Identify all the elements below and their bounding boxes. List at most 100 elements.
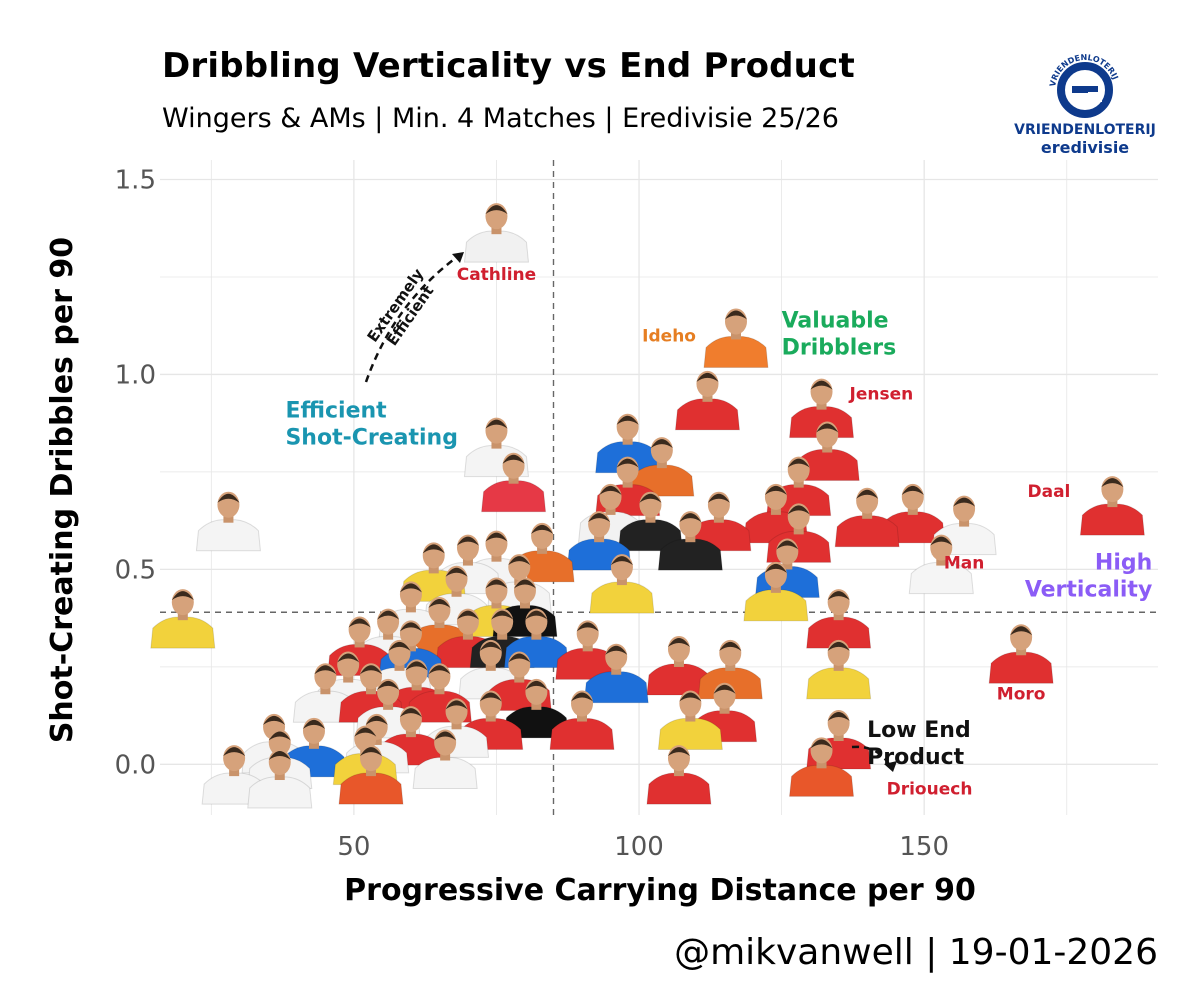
player-neck	[491, 553, 502, 562]
player-hair	[901, 485, 924, 495]
player-neck	[177, 612, 188, 621]
player-neck	[223, 514, 234, 523]
quadrant-labels: Valuable Dribblers Efficient Shot-Creating H…	[285, 309, 1152, 770]
player-hair	[588, 513, 611, 523]
player-neck	[725, 662, 736, 671]
player-jersey	[617, 519, 683, 552]
chart-title: Dribbling Verticality vs End Product	[162, 46, 855, 86]
player-neck	[782, 561, 793, 570]
player-hair	[599, 485, 622, 495]
axis-labels: Progressive Carrying Distance per 90 Sho…	[45, 237, 976, 908]
player-hair	[445, 700, 468, 710]
player-marker	[988, 624, 1054, 684]
player-hair	[513, 579, 536, 589]
quadrant-label-line: Dribblers	[782, 336, 897, 361]
y-tick-label: 1.0	[115, 360, 156, 390]
player-hair	[605, 645, 628, 655]
player-hair	[650, 439, 673, 449]
player-hair	[571, 692, 594, 702]
point-label: Moro	[997, 684, 1046, 704]
player-neck	[702, 393, 713, 402]
player-marker	[646, 745, 712, 805]
player-jersey	[788, 406, 855, 439]
player-hair	[399, 708, 422, 718]
player-neck	[770, 506, 781, 515]
player-hair	[576, 622, 599, 632]
player-neck	[645, 514, 656, 523]
player-jersey	[657, 538, 723, 571]
player-neck	[405, 604, 416, 613]
player-hair	[1101, 478, 1124, 488]
player-neck	[451, 588, 462, 597]
player-marker	[788, 737, 855, 797]
player-hair	[787, 505, 810, 515]
player-marker	[908, 534, 974, 595]
player-marker	[583, 643, 649, 704]
player-neck	[383, 631, 394, 640]
player-hair	[405, 661, 428, 671]
player-neck	[833, 612, 844, 621]
player-hair	[360, 665, 383, 675]
quadrant-label-line: Verticality	[1025, 577, 1152, 602]
logo-emblem-icon: VRIENDENLOTERIJ	[1048, 53, 1120, 118]
player-jersey	[549, 718, 615, 751]
player-neck	[485, 713, 496, 722]
player-neck	[673, 658, 684, 667]
player-neck	[1016, 647, 1027, 656]
player-neck	[519, 600, 530, 609]
player-neck	[611, 666, 622, 675]
player-marker	[150, 589, 216, 649]
player-jersey	[788, 764, 855, 797]
player-hair	[445, 567, 468, 577]
player-jersey	[589, 581, 655, 614]
player-marker	[657, 690, 723, 751]
player-neck	[793, 526, 804, 535]
player-hair	[827, 591, 850, 601]
player-marker	[674, 370, 741, 431]
reference-lines	[160, 160, 1158, 815]
point-labels: Cathline Ideho Jensen Daal Man Moro Driouech	[457, 265, 1071, 799]
player-hair	[479, 692, 502, 702]
efficient-arrowhead-icon	[452, 252, 464, 263]
eredivisie-logo: VRIENDENLOTERIJ VRIENDENLOTERIJ eredivis…	[1010, 42, 1160, 162]
player-neck	[440, 752, 451, 761]
player-hair	[525, 610, 548, 620]
player-marker	[657, 511, 723, 571]
player-marker	[692, 682, 758, 743]
player-neck	[343, 674, 354, 683]
player-marker	[195, 491, 261, 552]
x-tick-label: 50	[337, 832, 370, 862]
player-hair	[263, 715, 286, 725]
player-hair	[456, 610, 479, 620]
player-jersey	[988, 651, 1054, 684]
player-marker	[1079, 476, 1145, 536]
player-neck	[822, 444, 833, 453]
player-neck	[656, 460, 667, 469]
player-neck	[907, 506, 918, 515]
player-marker	[703, 308, 769, 368]
player-neck	[605, 506, 616, 515]
player-hair	[428, 598, 451, 608]
player-jersey	[743, 589, 809, 622]
player-hair	[953, 497, 976, 507]
player-hair	[764, 563, 787, 573]
player-neck	[308, 740, 319, 749]
player-neck	[959, 518, 970, 527]
player-hair	[399, 622, 422, 632]
player-hair	[354, 727, 377, 737]
player-jersey	[583, 671, 649, 704]
player-jersey	[195, 519, 261, 552]
player-neck	[451, 721, 462, 730]
player-marker	[463, 203, 530, 263]
point-label: Cathline	[457, 265, 536, 285]
player-neck	[622, 479, 633, 488]
player-neck	[366, 768, 377, 777]
quadrant-label: High Verticality	[1025, 550, 1152, 602]
player-neck	[508, 475, 519, 484]
player-marker	[806, 589, 872, 649]
player-hair	[610, 556, 633, 566]
player-jersey	[674, 398, 741, 431]
player-jersey	[703, 335, 769, 368]
y-tick-label: 1.5	[115, 165, 156, 195]
player-jersey	[1079, 503, 1145, 536]
